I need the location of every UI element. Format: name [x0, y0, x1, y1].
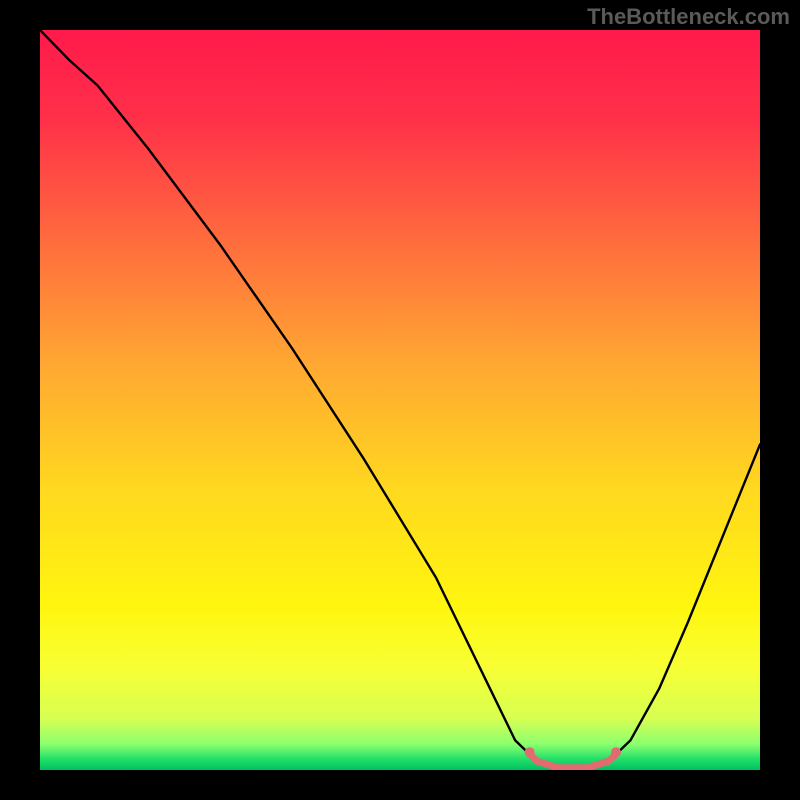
chart-container: TheBottleneck.com	[0, 0, 800, 800]
frame-right	[760, 0, 800, 800]
bottleneck-chart	[0, 0, 800, 800]
gradient-background	[40, 30, 760, 770]
valley-cap-right	[611, 747, 621, 757]
frame-left	[0, 0, 40, 800]
valley-cap-left	[525, 747, 535, 757]
watermark-text: TheBottleneck.com	[587, 4, 790, 30]
frame-bottom	[0, 770, 800, 800]
